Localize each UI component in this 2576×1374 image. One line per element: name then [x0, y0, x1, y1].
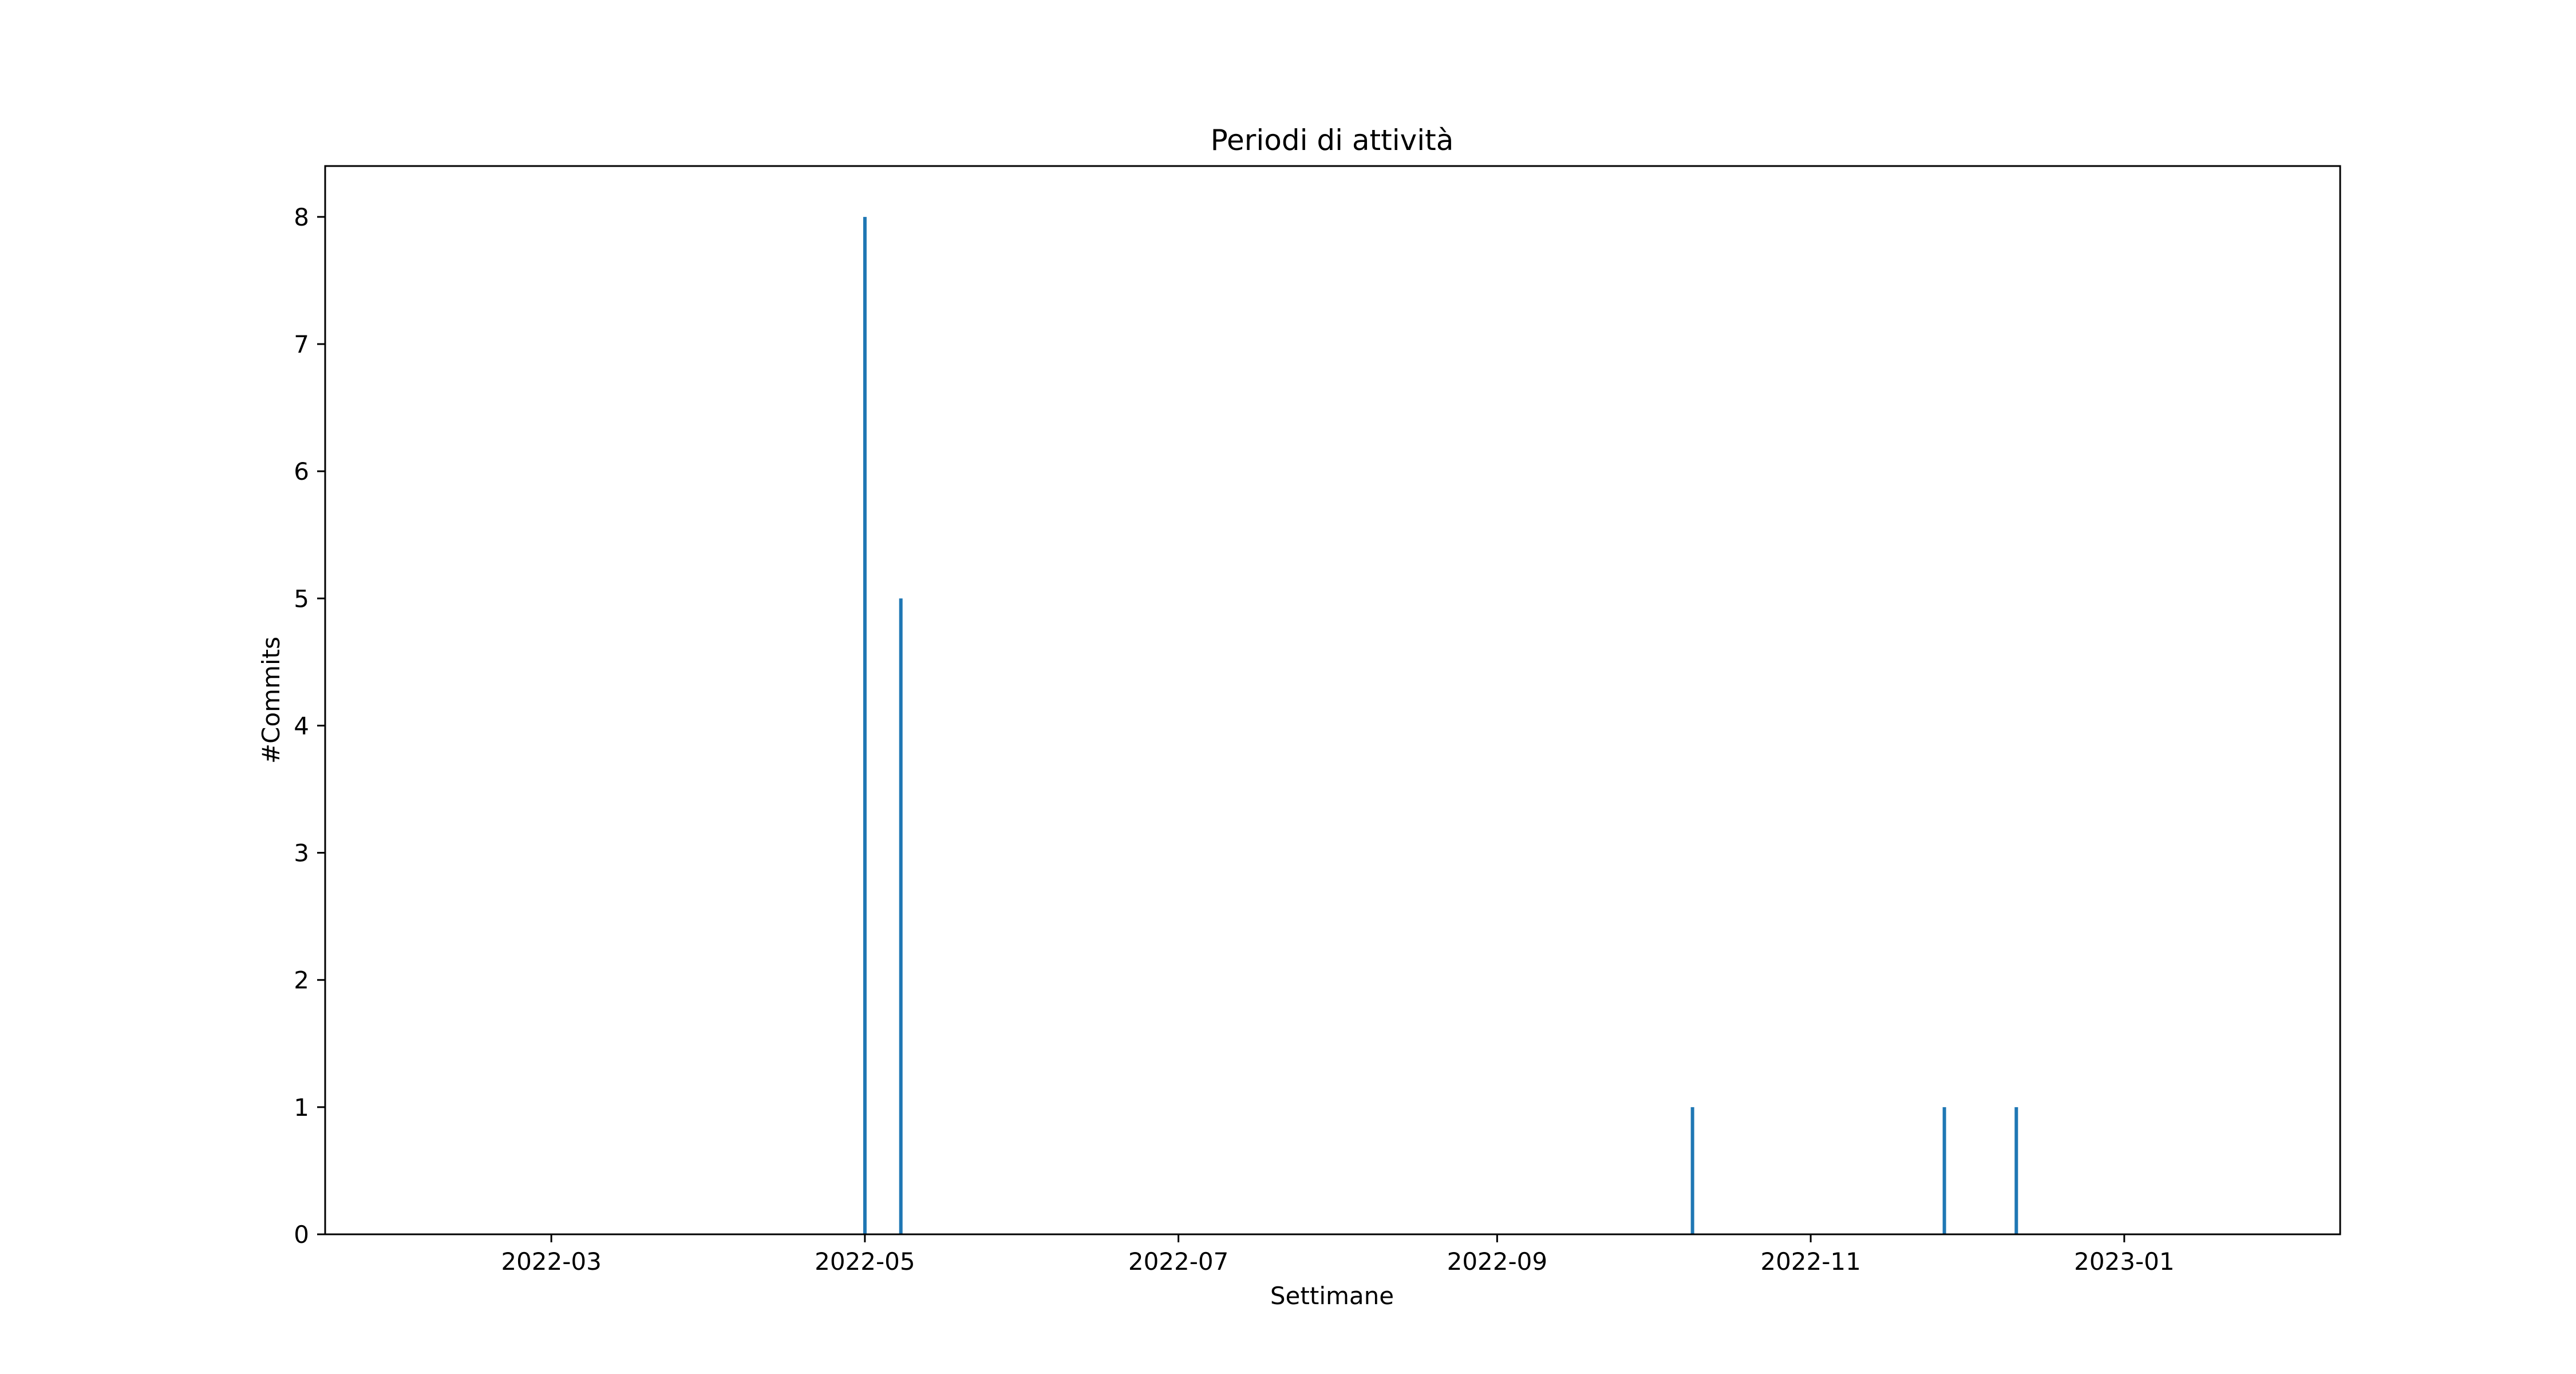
x-tick-label: 2022-05	[815, 1247, 915, 1276]
y-tick-label: 6	[294, 457, 309, 485]
x-tick-label: 2022-03	[501, 1247, 602, 1276]
x-tick-label: 2023-01	[2074, 1247, 2175, 1276]
y-tick-label: 1	[294, 1093, 309, 1122]
y-tick-label: 0	[294, 1221, 309, 1249]
y-axis-label: #Commits	[257, 637, 285, 764]
y-axis-ticks: 0 1 2 3 4 5 6 7 8	[294, 203, 325, 1249]
x-axis-label: Settimane	[1270, 1282, 1394, 1310]
y-tick-label: 4	[294, 712, 309, 740]
y-tick-label: 5	[294, 585, 309, 613]
x-tick-label: 2022-11	[1760, 1247, 1861, 1276]
y-tick-label: 7	[294, 330, 309, 358]
bar	[2014, 1107, 2018, 1234]
y-tick-label: 2	[294, 966, 309, 994]
plot-area-frame	[324, 165, 2341, 1235]
y-tick-label: 8	[294, 203, 309, 231]
x-tick-label: 2022-07	[1128, 1247, 1229, 1276]
x-axis-ticks: 2022-03 2022-05 2022-07 2022-09 2022-11 2023-…	[501, 1234, 2175, 1276]
bar	[1690, 1107, 1694, 1234]
y-tick-label: 3	[294, 839, 309, 867]
bar	[863, 216, 867, 1234]
bars-group	[863, 216, 2018, 1234]
bar	[899, 598, 903, 1234]
chart-title: Periodi di attività	[1211, 124, 1454, 157]
bar	[1942, 1107, 1946, 1234]
x-tick-label: 2022-09	[1447, 1247, 1548, 1276]
